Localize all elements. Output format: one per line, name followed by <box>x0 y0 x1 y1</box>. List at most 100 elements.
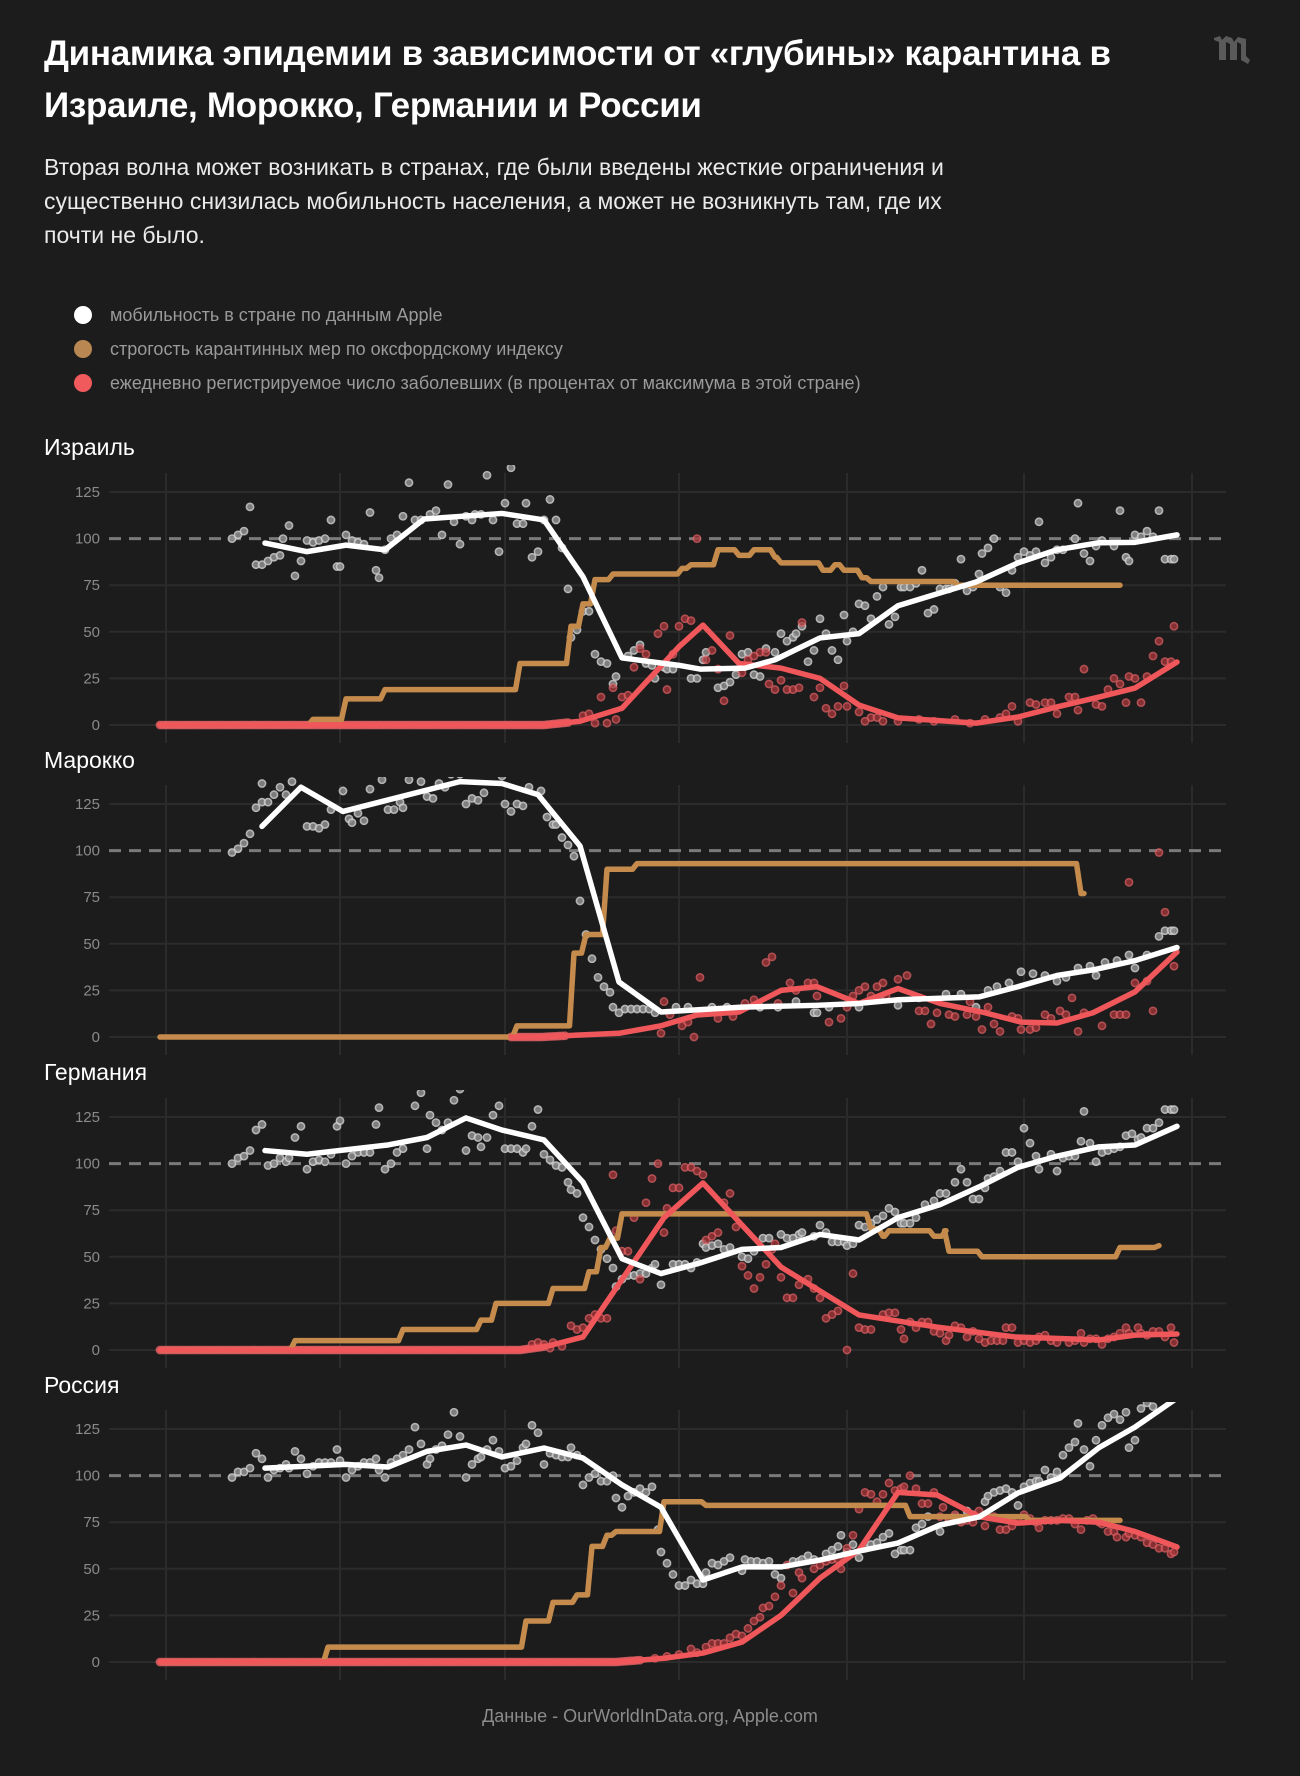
cases-point <box>833 701 843 711</box>
mobility-point <box>456 777 464 779</box>
mobility-point <box>1013 1501 1023 1510</box>
mobility-point <box>347 818 357 828</box>
mobility-point <box>950 1177 960 1187</box>
cases-point <box>890 1308 900 1318</box>
cases-point <box>1007 701 1017 711</box>
cases-point <box>737 1261 747 1271</box>
mobility-point <box>812 1008 822 1018</box>
mobility-point <box>296 556 306 566</box>
cases-point <box>1076 1525 1086 1535</box>
cases-point <box>974 1334 984 1344</box>
cases-point <box>1097 1021 1107 1031</box>
mobility-point <box>251 1448 261 1458</box>
mobility-point <box>239 1467 249 1477</box>
cases-point <box>719 696 729 706</box>
cases-point <box>686 1162 696 1172</box>
mobility-point <box>1019 547 1029 557</box>
cases-point <box>1109 673 1119 683</box>
cases-point <box>932 1008 942 1018</box>
mobility-point <box>848 1540 858 1549</box>
stringency-line <box>157 547 1123 728</box>
page-subtitle: Вторая волна может возникать в странах, … <box>44 154 944 248</box>
legend-dot-stringency-icon <box>74 340 92 358</box>
mobility-point <box>437 530 447 540</box>
mobility-point <box>488 515 498 525</box>
cases-point <box>1121 1010 1131 1020</box>
mobility-point <box>398 511 408 521</box>
mobility-point <box>611 672 621 681</box>
mobility-point <box>518 519 528 529</box>
cases-point <box>854 707 864 717</box>
cases-point <box>1031 700 1041 709</box>
y-tick-label: 125 <box>75 796 100 813</box>
mobility-point <box>1091 971 1101 980</box>
mobility-point <box>473 1133 483 1142</box>
mobility-point <box>791 629 801 639</box>
mobility-line <box>262 1402 1177 1583</box>
mobility-point <box>386 1159 396 1168</box>
mobility-point <box>332 1445 342 1454</box>
chart-panel-morocco: 0 25 50 75 100 125 <box>75 777 1226 1055</box>
cases-point <box>608 683 618 693</box>
mobility-point <box>827 1545 837 1555</box>
mobility-point <box>692 673 702 683</box>
mobility-point <box>1169 1105 1179 1114</box>
mobility-point <box>371 1120 381 1129</box>
legend-label: строгость карантинных мер по оксфордском… <box>110 338 563 359</box>
mobility-point <box>713 1239 723 1249</box>
cases-point <box>767 952 777 962</box>
mobility-point <box>575 896 585 906</box>
mobility-point <box>404 478 414 488</box>
legend: мобильность в стране по данным Apple стр… <box>74 298 861 400</box>
cases-point <box>1166 1323 1176 1333</box>
mobility-point <box>1085 1461 1095 1471</box>
cases-point <box>698 1170 708 1180</box>
cases-point <box>731 1222 741 1232</box>
mobility-point <box>569 851 579 861</box>
mobility-point <box>227 1473 237 1482</box>
mobility-point <box>302 1164 312 1174</box>
mobility-point <box>1169 554 1179 564</box>
mobility-point <box>656 1280 666 1290</box>
mobility-point <box>281 790 291 800</box>
cases-point <box>725 1633 735 1643</box>
mobility-point <box>428 794 438 803</box>
mobility-point <box>506 807 516 816</box>
chart-panel-russia: 0 25 50 75 100 125 <box>75 1402 1226 1680</box>
cases-point <box>776 1581 786 1590</box>
mobility-point <box>290 1446 300 1456</box>
mobility-point <box>422 1144 432 1154</box>
cases-point <box>701 1235 711 1245</box>
mobility-point <box>341 530 351 540</box>
mobility-point <box>884 1528 894 1538</box>
cases-point <box>689 1032 699 1042</box>
mobility-point <box>398 1144 408 1154</box>
mobility-point <box>389 805 399 814</box>
mobility-point <box>455 539 465 549</box>
y-tick-label: 125 <box>75 484 100 501</box>
mobility-point <box>1079 1445 1089 1454</box>
cases-point <box>590 718 600 728</box>
mobility-point <box>839 610 849 620</box>
mobility-point <box>455 1432 465 1441</box>
cases-point <box>656 1028 666 1038</box>
cases-point <box>629 662 639 672</box>
cases-point <box>848 1530 858 1540</box>
cases-point <box>794 683 804 693</box>
cases-point <box>1007 1323 1017 1333</box>
mobility-point <box>1007 1148 1017 1157</box>
mobility-point <box>1001 588 1011 598</box>
cases-point <box>596 692 606 702</box>
mobility-point <box>269 790 279 800</box>
mobility-point <box>275 550 285 560</box>
mobility-point <box>983 543 993 553</box>
mobility-point <box>425 1110 435 1120</box>
mobility-point <box>467 1460 477 1469</box>
legend-dot-cases-icon <box>74 374 92 392</box>
mobility-point <box>1064 1443 1074 1453</box>
cases-point <box>905 1471 915 1480</box>
cases-point <box>983 1002 993 1012</box>
mobility-point <box>227 848 237 857</box>
mobility-point <box>833 1542 843 1551</box>
mobility-line <box>262 510 1180 672</box>
